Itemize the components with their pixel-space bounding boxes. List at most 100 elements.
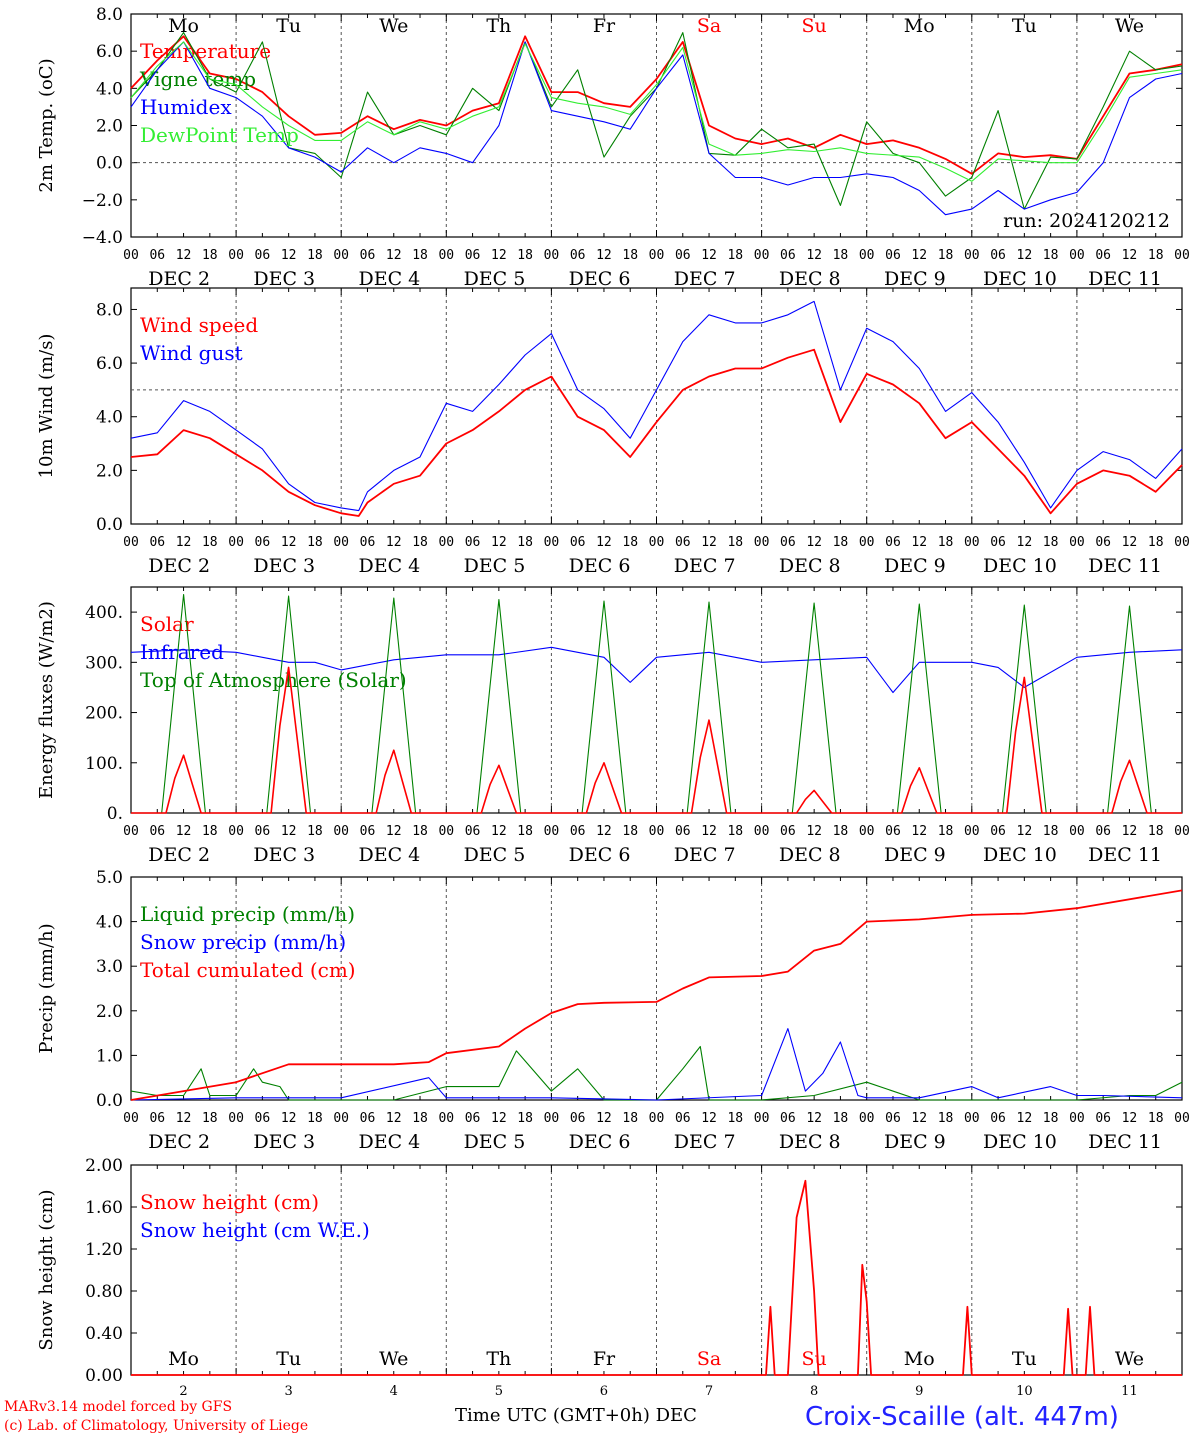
date-label: DEC 3: [253, 268, 315, 290]
hour-tick-label: 00: [964, 535, 980, 550]
hour-tick-label: 18: [307, 248, 323, 263]
hour-tick-label: 12: [176, 535, 192, 550]
y-tick-label: 0.0: [96, 515, 123, 535]
y-tick-label: 8.0: [96, 5, 123, 25]
y-tick-label: 0.00: [85, 1366, 123, 1386]
day-name-label: Fr: [593, 15, 616, 37]
hour-tick-label: 18: [517, 1111, 533, 1126]
y-tick-label: 4.0: [96, 79, 123, 99]
hour-tick-label: 12: [701, 248, 717, 263]
y-axis-label: Snow height (cm): [36, 1189, 57, 1350]
hour-tick-label: 00: [333, 535, 349, 550]
hour-tick-label: 18: [202, 535, 218, 550]
legend-entry: Wind gust: [140, 341, 243, 365]
hour-tick-label: 12: [701, 535, 717, 550]
credits: MARv3.14 model forced by GFS (c) Lab. of…: [4, 1398, 308, 1436]
date-label: DEC 2: [148, 555, 210, 577]
hour-tick-label: 18: [1148, 248, 1164, 263]
hour-tick-label: 06: [885, 248, 901, 263]
hour-tick-label: 00: [964, 1111, 980, 1126]
date-label: DEC 11: [1088, 555, 1162, 577]
hour-tick-label: 12: [911, 1111, 927, 1126]
hour-tick-label: 12: [911, 535, 927, 550]
hour-tick-label: 00: [123, 1111, 139, 1126]
hour-tick-label: 00: [649, 535, 665, 550]
hour-tick-label: 12: [1122, 535, 1138, 550]
hour-tick-label: 06: [255, 824, 271, 839]
day-number-label: 3: [285, 1384, 293, 1399]
day-name-label: We: [379, 15, 408, 37]
date-label: DEC 6: [569, 1131, 631, 1153]
series-line-red: [130, 348, 1183, 517]
hour-tick-label: 06: [1095, 1111, 1111, 1126]
hour-tick-label: 00: [333, 824, 349, 839]
hour-tick-label: 00: [859, 1111, 875, 1126]
hour-tick-label: 18: [412, 1111, 428, 1126]
hour-tick-label: 18: [202, 824, 218, 839]
y-tick-label: 0.0: [96, 154, 123, 174]
y-tick-label: 0.: [107, 804, 123, 824]
y-tick-label: 100.: [85, 754, 123, 774]
hour-tick-label: 18: [412, 535, 428, 550]
hour-tick-label: 12: [596, 535, 612, 550]
hour-tick-label: 12: [806, 824, 822, 839]
hour-tick-label: 00: [1174, 1111, 1190, 1126]
hour-tick-label: 00: [438, 1111, 454, 1126]
hour-tick-label: 06: [149, 824, 165, 839]
y-tick-label: 4.0: [96, 408, 123, 428]
hour-tick-label: 12: [701, 824, 717, 839]
y-tick-label: −4.0: [82, 228, 123, 248]
legend-entry: Temperature: [140, 39, 271, 63]
hour-tick-label: 12: [1122, 248, 1138, 263]
hour-tick-label: 06: [780, 1111, 796, 1126]
hour-tick-label: 06: [360, 248, 376, 263]
y-axis-label: Energy fluxes (W/m2): [36, 601, 57, 799]
hour-tick-label: 00: [228, 248, 244, 263]
day-name-label: Th: [486, 15, 511, 37]
y-tick-label: 5.0: [96, 868, 123, 888]
date-label: DEC 11: [1088, 844, 1162, 866]
hour-tick-label: 12: [491, 1111, 507, 1126]
hour-tick-label: 18: [833, 1111, 849, 1126]
series-line-light_green: [130, 41, 1183, 182]
hour-tick-label: 00: [1069, 248, 1085, 263]
hour-tick-label: 00: [1069, 824, 1085, 839]
hour-tick-label: 00: [1174, 535, 1190, 550]
day-name-label: Su: [802, 1348, 827, 1370]
hour-tick-label: 18: [412, 248, 428, 263]
date-label: DEC 4: [358, 844, 420, 866]
hour-tick-label: 06: [465, 248, 481, 263]
date-label: DEC 6: [569, 555, 631, 577]
hour-tick-label: 06: [780, 535, 796, 550]
legend-entry: Vigne temp: [139, 67, 256, 91]
date-label: DEC 7: [674, 555, 736, 577]
legend-entry: Snow height (cm): [140, 1190, 319, 1214]
hour-tick-label: 12: [1017, 824, 1033, 839]
date-label: DEC 2: [148, 844, 210, 866]
hour-tick-label: 00: [228, 824, 244, 839]
hour-tick-label: 12: [281, 1111, 297, 1126]
hour-tick-label: 12: [596, 248, 612, 263]
panel-2: 8.0 6.0 4.0 2.0 0.0 10m Wind (m/s) 00 06 12 18 00 0…: [36, 287, 1190, 577]
y-tick-label: 0.0: [96, 1091, 123, 1111]
y-tick-label: 200.: [85, 704, 123, 724]
day-number-label: 9: [915, 1384, 923, 1399]
y-tick-label: 300.: [85, 653, 123, 673]
hour-tick-label: 12: [386, 824, 402, 839]
hour-tick-label: 00: [964, 248, 980, 263]
series-line-red: [130, 35, 1183, 175]
date-label: DEC 8: [779, 555, 841, 577]
hour-tick-label: 06: [990, 535, 1006, 550]
hour-tick-label: 12: [1017, 535, 1033, 550]
hour-tick-label: 06: [990, 248, 1006, 263]
hour-tick-label: 00: [964, 824, 980, 839]
hour-tick-label: 12: [806, 1111, 822, 1126]
legend-entry: Humidex: [140, 95, 232, 119]
hour-tick-label: 12: [806, 248, 822, 263]
run-annotation: run: 2024120212: [1003, 210, 1170, 232]
hour-tick-label: 00: [859, 535, 875, 550]
hour-tick-label: 18: [412, 824, 428, 839]
hour-tick-label: 00: [859, 248, 875, 263]
hour-tick-label: 06: [1095, 248, 1111, 263]
